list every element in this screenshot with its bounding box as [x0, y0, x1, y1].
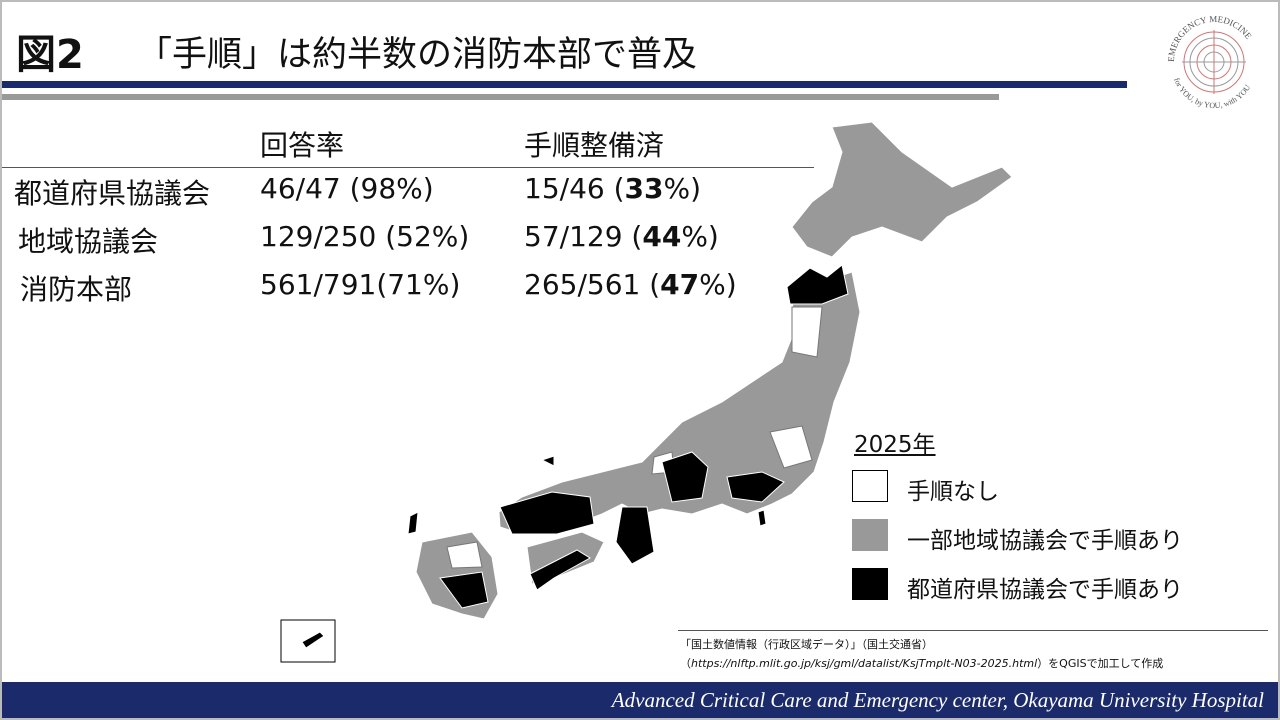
column-header: 手順整備済: [524, 129, 665, 162]
source-line: 「国土数値情報（行政区域データ）」（国土交通省）: [680, 638, 933, 651]
source-line: （https://nlftp.mlit.go.jp/ksj/gml/datali…: [680, 655, 1163, 671]
source-text: （: [680, 657, 691, 670]
slide-title: 「手順」は約半数の消防本部で普及: [137, 35, 698, 75]
footer-text: Advanced Critical Care and Emergency cen…: [611, 688, 1264, 712]
legend-title: 2025年: [854, 432, 936, 458]
procedure-percent: 44: [642, 220, 682, 253]
source-text: ）をQGISで加工して作成: [1037, 657, 1164, 670]
procedure-text: 265/561 (: [524, 268, 661, 301]
procedure-text: %): [699, 268, 737, 301]
source-url: https://nlftp.mlit.go.jp/ksj/gml/datalis…: [691, 657, 1038, 670]
procedure-text: %): [663, 172, 702, 205]
source-rule: [678, 630, 1268, 631]
title-rule-gray: [2, 94, 999, 100]
row-label: 都道府県協議会: [14, 177, 211, 210]
legend-label: 手順なし: [907, 479, 999, 505]
procedure-text: 57/129 (: [524, 220, 643, 253]
legend-swatch: [852, 519, 888, 551]
footer-bar: [2, 682, 1278, 718]
row-label: 消防本部: [20, 273, 133, 306]
logo: EMERGENCY MEDICINE for YOU, by YOU, with…: [1166, 14, 1254, 110]
procedure-text: %): [681, 220, 719, 253]
header-rule: [2, 167, 814, 168]
fig-label: 図2: [16, 32, 84, 78]
row-label: 地域協議会: [18, 225, 159, 258]
column-header: 回答率: [260, 129, 345, 162]
legend-swatch: [852, 568, 888, 600]
procedure-rate: 265/561 (47%): [524, 268, 737, 301]
procedure-percent: 33: [624, 172, 664, 205]
procedure-text: 15/46 (: [524, 172, 625, 205]
procedure-percent: 47: [660, 268, 700, 301]
legend-swatch: [852, 470, 888, 502]
title-rule: [2, 81, 1127, 88]
procedure-rate: 15/46 (33%): [524, 172, 701, 205]
response-rate: 129/250 (52%): [260, 220, 470, 253]
legend-label: 一部地域協議会で手順あり: [907, 528, 1183, 554]
procedure-rate: 57/129 (44%): [524, 220, 719, 253]
legend-label: 都道府県協議会で手順あり: [907, 577, 1183, 603]
response-rate: 561/791(71%): [260, 268, 461, 301]
response-rate: 46/47 (98%): [260, 172, 434, 205]
